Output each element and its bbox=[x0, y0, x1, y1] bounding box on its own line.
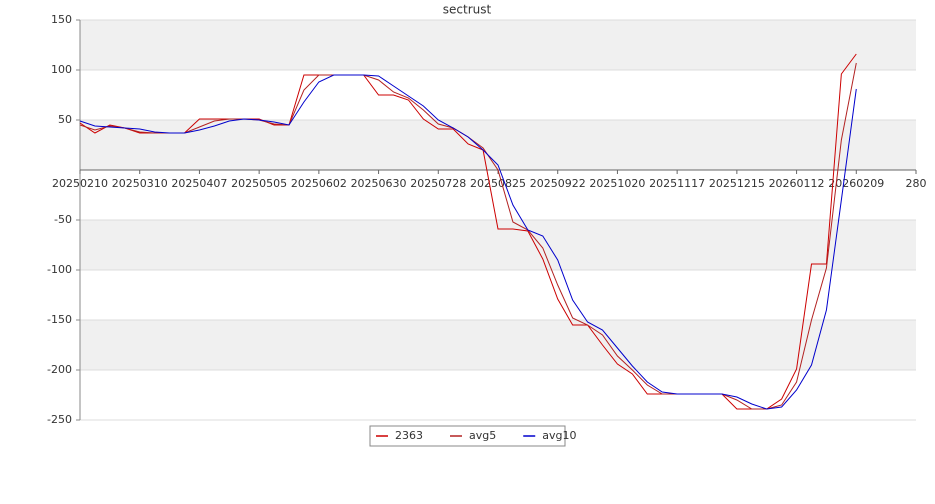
x-tick-label: 20250825 bbox=[470, 177, 526, 190]
grid-band bbox=[80, 170, 916, 220]
grid-band bbox=[80, 370, 916, 420]
x-tick-label: 20251117 bbox=[649, 177, 705, 190]
legend-label: 2363 bbox=[395, 429, 423, 442]
x-tick-label: 20250922 bbox=[530, 177, 586, 190]
x-tick-label: 20250310 bbox=[112, 177, 168, 190]
x-tick-label: 20250505 bbox=[231, 177, 287, 190]
x-tick-label: 20250630 bbox=[351, 177, 407, 190]
x-tick-label: 20250407 bbox=[171, 177, 227, 190]
x-tick-label: 20251215 bbox=[709, 177, 765, 190]
x-tick-label: 20250602 bbox=[291, 177, 347, 190]
x-tick-label: 20250210 bbox=[52, 177, 108, 190]
series-line bbox=[79, 53, 857, 410]
y-tick-label: -50 bbox=[54, 213, 72, 226]
x-tick-label: 20250728 bbox=[410, 177, 466, 190]
legend: 2363 avg5 avg10 bbox=[369, 425, 576, 447]
grid-band bbox=[80, 270, 916, 320]
chart-title: sectrust bbox=[443, 3, 492, 17]
legend-label: avg10 bbox=[542, 429, 576, 442]
grid-band bbox=[80, 20, 916, 70]
series-line bbox=[79, 74, 857, 410]
legend-label: avg5 bbox=[469, 429, 496, 442]
grid-band bbox=[80, 120, 916, 170]
y-tick-label: 150 bbox=[51, 13, 72, 26]
x-tick-label: 20251020 bbox=[589, 177, 645, 190]
x-tick-label: 20260209 bbox=[828, 177, 884, 190]
grid-band bbox=[80, 70, 916, 120]
y-tick-label: -200 bbox=[47, 363, 72, 376]
legend-box bbox=[369, 425, 566, 447]
y-tick-label: 100 bbox=[51, 63, 72, 76]
y-tick-label: 50 bbox=[58, 113, 72, 126]
y-tick-label: -100 bbox=[47, 263, 72, 276]
y-tick-label: -250 bbox=[47, 413, 72, 426]
x-tick-label: 280 bbox=[906, 177, 927, 190]
y-tick-label: -150 bbox=[47, 313, 72, 326]
x-tick-label: 20260112 bbox=[769, 177, 825, 190]
grid-band bbox=[80, 320, 916, 370]
